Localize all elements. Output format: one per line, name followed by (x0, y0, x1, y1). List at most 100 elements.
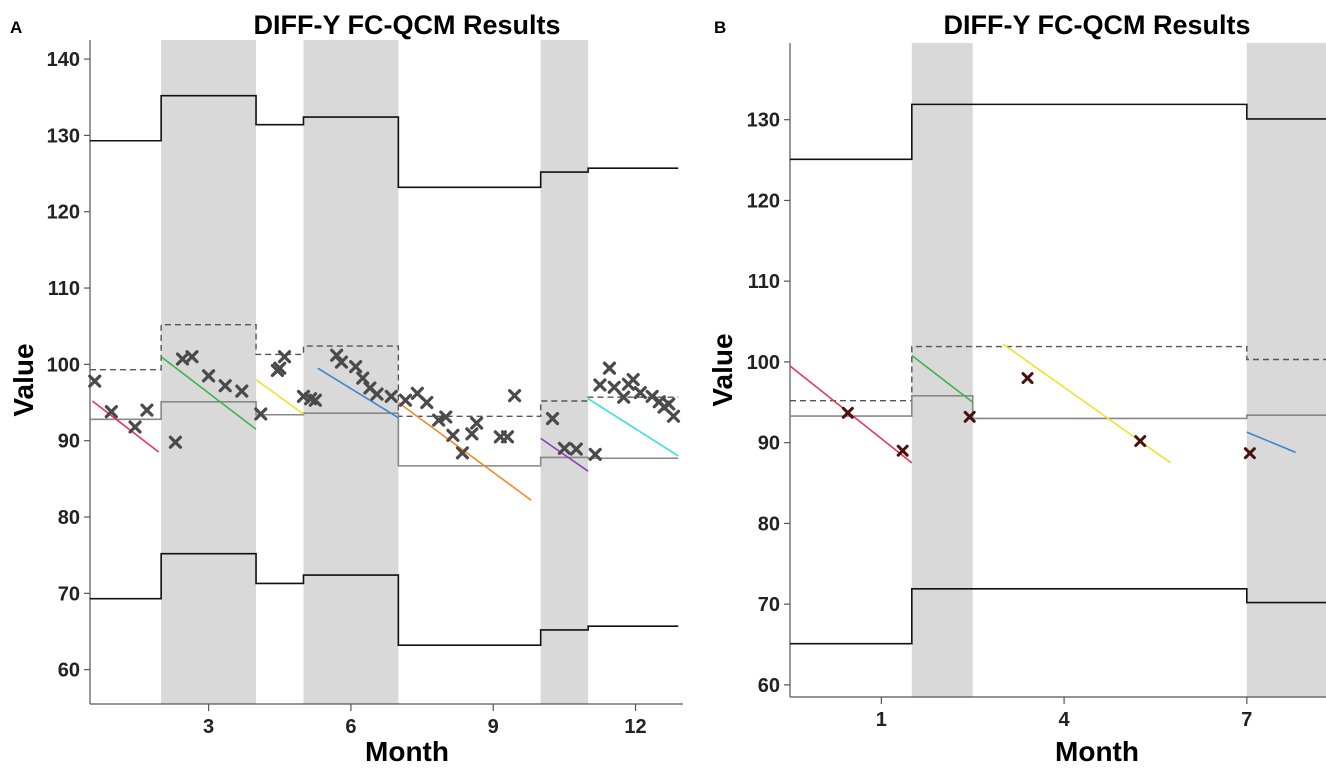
panel-a-y-tick-label: 80 (58, 507, 80, 529)
panel-b-y-tick-label: 120 (747, 190, 780, 212)
panel-a-data-point (202, 369, 216, 383)
panel-b-shaded-phase-0 (911, 43, 973, 697)
panel-b-y-tick-label: 110 (748, 271, 780, 293)
panel-a: A DIFF-Y FC-QCM Results Month Value 60 70… (8, 10, 683, 767)
panel-b-trend-line-3 (1246, 431, 1296, 454)
panel-a-y-tick-label: 130 (47, 125, 80, 147)
panel-a-data-point (439, 410, 453, 424)
panel-a-data-point (349, 360, 363, 374)
panel-a-data-point (420, 395, 434, 410)
panel-a-data-point (398, 393, 413, 407)
panel-a-data-point (128, 420, 142, 434)
panel-a-x-tick-label: 6 (345, 716, 356, 738)
panel-letter-b: B (714, 18, 726, 37)
panel-a-trend-line-6 (587, 398, 679, 457)
panel-a-upper-control-limit-line (90, 94, 679, 189)
panel-a-data-point (168, 435, 182, 449)
panel-a-trend-line-5 (540, 437, 589, 472)
panel-b-shaded-phase-1 (1246, 43, 1326, 697)
panel-b-x-axis-label: Month (1055, 736, 1139, 766)
panel-b-y-tick-label: 60 (758, 675, 780, 697)
panel-a-data-point (446, 428, 460, 442)
panel-a-data-point (588, 447, 602, 462)
panel-a-y-axis-label: Value (8, 343, 39, 416)
panel-a-title: DIFF-Y FC-QCM Results (253, 10, 560, 40)
panel-a-data-point (662, 397, 676, 411)
panel-a-data-point (432, 413, 446, 427)
panel-a-data-point (218, 379, 232, 393)
panel-b-y-axis-label: Value (707, 333, 738, 406)
panel-a-data-point (140, 403, 154, 417)
panel-b-title: DIFF-Y FC-QCM Results (943, 10, 1250, 40)
panel-a-data-point (507, 389, 522, 403)
panel-b-x-tick-label: 7 (1241, 709, 1252, 731)
panel-a-data-point (334, 355, 349, 369)
panel-b: B DIFF-Y FC-QCM Results Month Value 60 70… (707, 10, 1326, 767)
panel-a-data-point (235, 384, 249, 398)
panel-a-data-point (185, 350, 199, 364)
panel-a-y-tick-label: 110 (48, 278, 80, 300)
panel-a-data-point (370, 387, 384, 401)
panel-b-lower-control-limit-line (790, 588, 1326, 645)
panel-b-data-point (896, 444, 909, 457)
panel-a-data-point (500, 430, 515, 444)
panel-a-y-tick-label: 100 (47, 354, 80, 376)
panel-a-data-point (569, 442, 583, 456)
panel-a-x-tick-label: 3 (203, 716, 214, 738)
panel-a-shaded-phase-2 (540, 40, 589, 704)
panel-a-center-line (90, 400, 679, 467)
panel-a-data-point (273, 361, 287, 375)
panel-b-plot-area: 60 70 80 90 100 110 120 130 1 4 7 (747, 43, 1326, 731)
panel-a-data-point (602, 361, 617, 375)
panel-b-data-point (1021, 372, 1034, 385)
panel-b-upper-control-limit-line (790, 103, 1326, 161)
panel-a-data-point (626, 373, 640, 387)
panel-a-data-point (308, 393, 322, 407)
panel-a-data-point (104, 405, 118, 419)
panel-b-data-point (963, 410, 976, 423)
panel-a-x-axis-label: Month (365, 736, 449, 766)
panel-a-upper-warning-dashed-line (90, 323, 679, 417)
panel-a-data-point (557, 441, 571, 455)
panel-a-data-point (254, 407, 268, 421)
panel-a-y-tick-label: 70 (58, 583, 80, 605)
panel-b-y-tick-label: 80 (758, 513, 780, 535)
panel-a-data-point (545, 411, 560, 426)
panel-a-data-point (593, 378, 607, 392)
panel-a-data-point (384, 389, 398, 404)
panel-b-data-point (1243, 447, 1256, 460)
panel-b-trend-line-1 (911, 354, 974, 403)
panel-a-x-tick-label: 12 (624, 716, 646, 738)
panel-a-trend-line-3 (317, 367, 399, 419)
panel-a-data-point (356, 371, 370, 385)
panel-a-data-point (455, 446, 470, 460)
panel-a-plot-area: 60 70 80 90 100 110 120 130 140 3 6 9 12 (47, 40, 683, 738)
panel-b-x-tick-label: 1 (876, 709, 887, 731)
panel-b-x-tick-label: 4 (1059, 709, 1071, 731)
panel-b-center-line (790, 395, 1326, 420)
panel-a-data-point (666, 409, 681, 423)
panel-a-data-point (88, 374, 102, 388)
panel-a-data-point (607, 380, 621, 394)
panel-b-y-tick-label: 130 (747, 110, 780, 132)
panel-a-trend-line-0 (91, 400, 160, 453)
panel-a-lower-control-limit-line (90, 552, 679, 647)
panel-a-y-tick-label: 90 (58, 431, 80, 453)
panel-a-data-point (277, 350, 292, 364)
panel-b-y-tick-label: 90 (758, 433, 780, 455)
panel-b-y-tick-label: 70 (758, 594, 780, 616)
panel-b-upper-warning-dashed-line (790, 345, 1326, 402)
panel-a-data-point (470, 416, 484, 430)
panel-b-y-tick-label: 100 (747, 352, 780, 374)
panel-a-data-point (633, 386, 647, 400)
panel-b-data-point (1134, 435, 1147, 448)
panel-b-data-point (841, 406, 854, 419)
panel-a-trend-line-2 (255, 378, 304, 415)
panel-a-y-tick-label: 60 (58, 660, 80, 682)
panel-a-shaded-phase-0 (161, 40, 257, 704)
panel-letter-a: A (10, 18, 22, 37)
panel-a-y-tick-label: 140 (47, 49, 80, 71)
panel-a-trend-line-1 (160, 356, 257, 430)
